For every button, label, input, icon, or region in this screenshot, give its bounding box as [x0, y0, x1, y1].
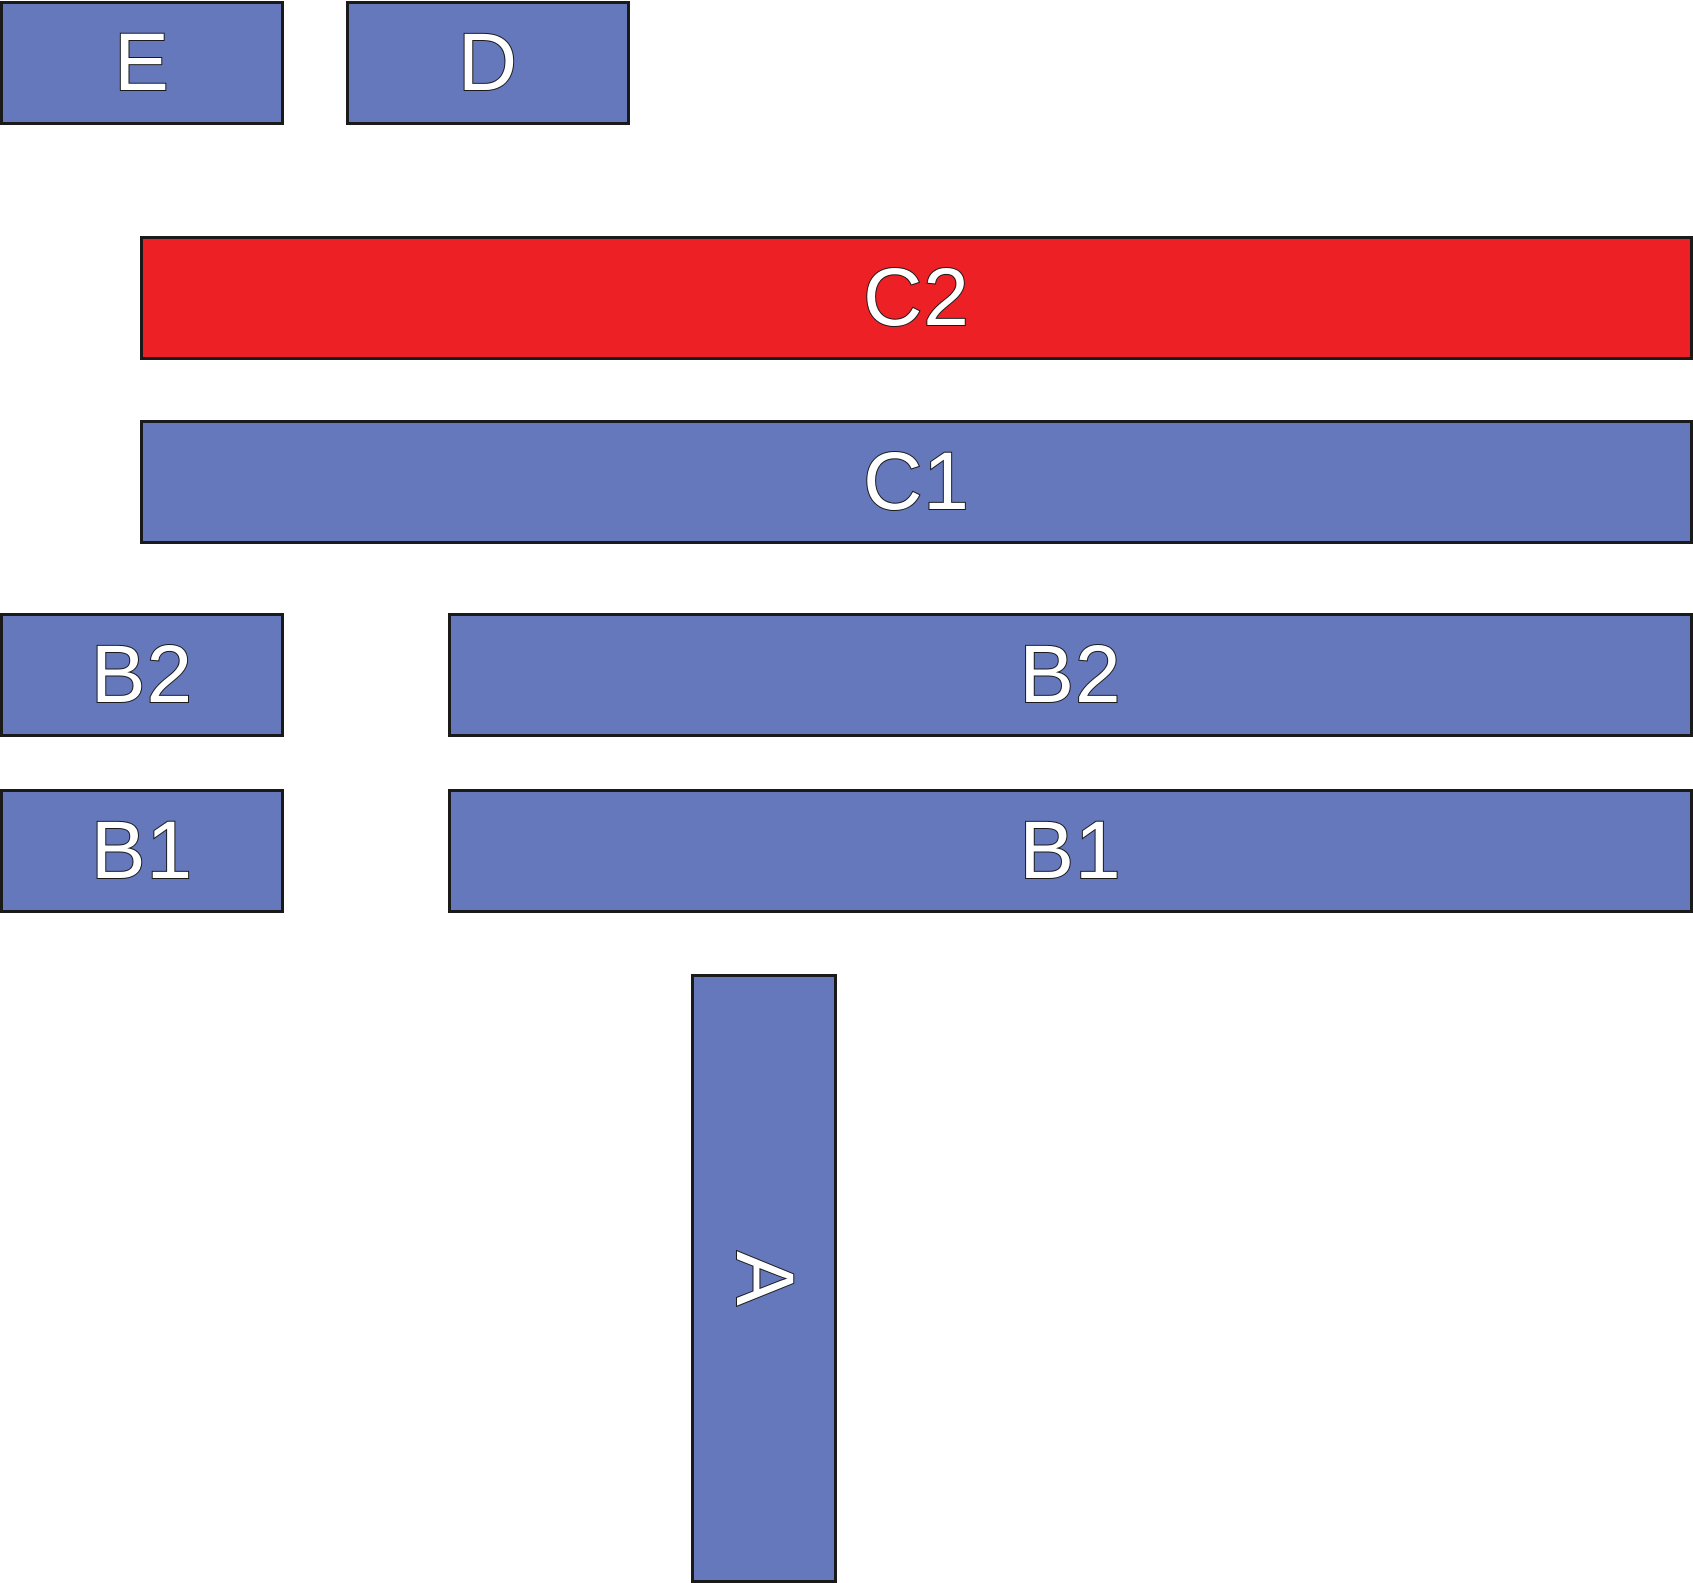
block-b2-left-label: B2 [90, 629, 194, 720]
block-b2-left: B2 [0, 613, 284, 737]
block-e-label: E [113, 17, 170, 108]
block-c1: C1 [140, 420, 1693, 544]
block-d-label: D [457, 17, 519, 108]
block-b1-right: B1 [448, 789, 1693, 913]
block-b2-right: B2 [448, 613, 1693, 737]
block-c2: C2 [140, 236, 1693, 360]
block-e: E [0, 1, 284, 125]
block-c2-label: C2 [862, 252, 970, 343]
block-b1-left: B1 [0, 789, 284, 913]
block-b2-right-label: B2 [1018, 629, 1122, 720]
block-a: A [691, 974, 837, 1583]
block-b1-left-label: B1 [90, 805, 194, 896]
block-a-label: A [718, 1250, 811, 1308]
block-c1-label: C1 [862, 436, 970, 527]
block-b1-right-label: B1 [1018, 805, 1122, 896]
block-d: D [346, 1, 630, 125]
